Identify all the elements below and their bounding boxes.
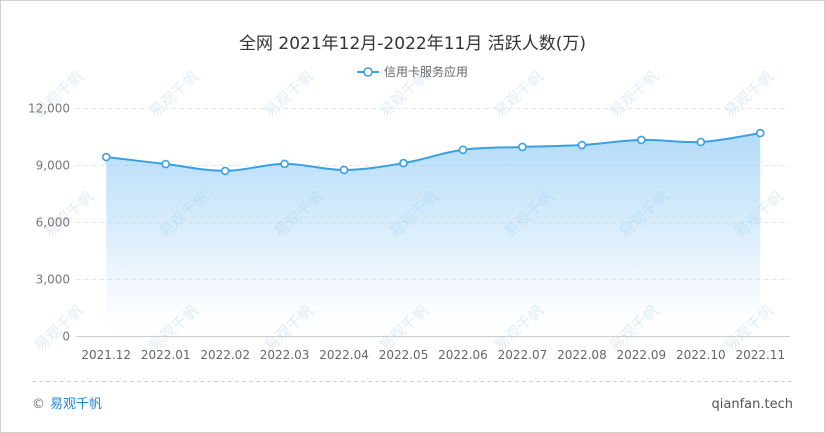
x-tick-label: 2022.04 (319, 348, 369, 362)
watermark: 易观千帆 (31, 301, 88, 355)
legend: 信用卡服务应用 (0, 64, 825, 80)
chart-title: 全网 2021年12月-2022年11月 活跃人数(万) (239, 34, 586, 54)
data-point[interactable] (280, 159, 289, 169)
x-tick-label: 2022.11 (735, 348, 785, 362)
legend-line-marker-icon (356, 67, 379, 77)
x-tick-label: 2022.02 (200, 348, 250, 362)
data-point[interactable] (518, 142, 527, 152)
y-tick-label: 0 (62, 330, 70, 344)
x-tick-label: 2021.12 (81, 348, 131, 362)
copyright-icon: © (32, 397, 45, 412)
x-tick-label: 2022.01 (141, 348, 191, 362)
legend-item-series[interactable]: 信用卡服务应用 (356, 64, 468, 80)
x-tick-label: 2022.08 (557, 348, 607, 362)
y-tick-label: 9,000 (36, 159, 70, 173)
data-point[interactable] (637, 135, 646, 145)
series-group (101, 128, 765, 336)
footer-brand: © 易观千帆 (32, 396, 102, 414)
data-point[interactable] (101, 152, 111, 162)
x-tick-label: 2022.09 (617, 348, 667, 362)
data-point[interactable] (755, 128, 765, 138)
series-area-fill (106, 133, 761, 336)
site-url: qianfan.tech (711, 397, 793, 412)
data-point[interactable] (458, 145, 468, 155)
x-tick-label: 2022.07 (498, 348, 548, 362)
watermark: 易观千帆 (41, 187, 98, 241)
data-point[interactable] (339, 165, 349, 175)
y-tick-label: 6,000 (36, 216, 70, 230)
x-tick-label: 2022.03 (260, 348, 310, 362)
brand-logo-text: 易观千帆 (50, 397, 103, 412)
y-tick-label: 3,000 (36, 273, 70, 287)
x-tick-label: 2022.06 (438, 348, 488, 362)
legend-label: 信用卡服务应用 (383, 65, 468, 79)
y-tick-label: 12,000 (28, 102, 70, 116)
x-tick-label: 2022.10 (676, 348, 726, 362)
x-tick-label: 2022.05 (379, 348, 429, 362)
axes: 0 3,000 6,000 9,000 12,000 2021.12 2022.01 2022… (28, 102, 790, 362)
data-point[interactable] (220, 166, 230, 176)
data-point[interactable] (696, 137, 706, 147)
data-point[interactable] (577, 140, 587, 150)
data-point[interactable] (161, 159, 170, 169)
series-line (106, 132, 761, 172)
data-point[interactable] (399, 158, 408, 168)
